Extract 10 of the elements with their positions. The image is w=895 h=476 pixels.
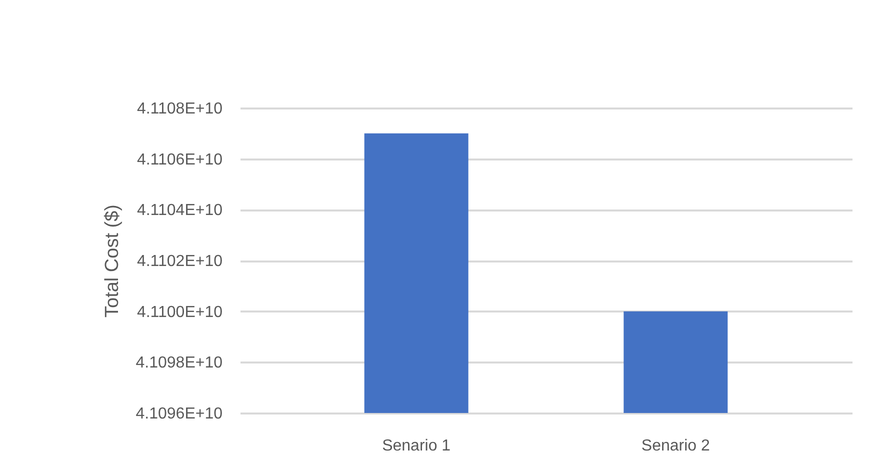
y-tick-label: 4.1106E+10 [136, 151, 223, 168]
y-tick-label: 4.1096E+10 [136, 406, 223, 422]
y-tick-label: 4.1108E+10 [136, 100, 223, 118]
y-axis-title: Total Cost ($) [102, 204, 123, 318]
y-tick-label: 4.1100E+10 [136, 304, 223, 321]
y-tick-label: 4.1104E+10 [136, 202, 223, 220]
y-tick-label: 4.1098E+10 [136, 354, 223, 372]
x-tick-label: Senario 1 [382, 438, 451, 454]
x-tick-label: Senario 2 [641, 438, 710, 454]
y-tick-label: 4.1102E+10 [136, 253, 223, 270]
